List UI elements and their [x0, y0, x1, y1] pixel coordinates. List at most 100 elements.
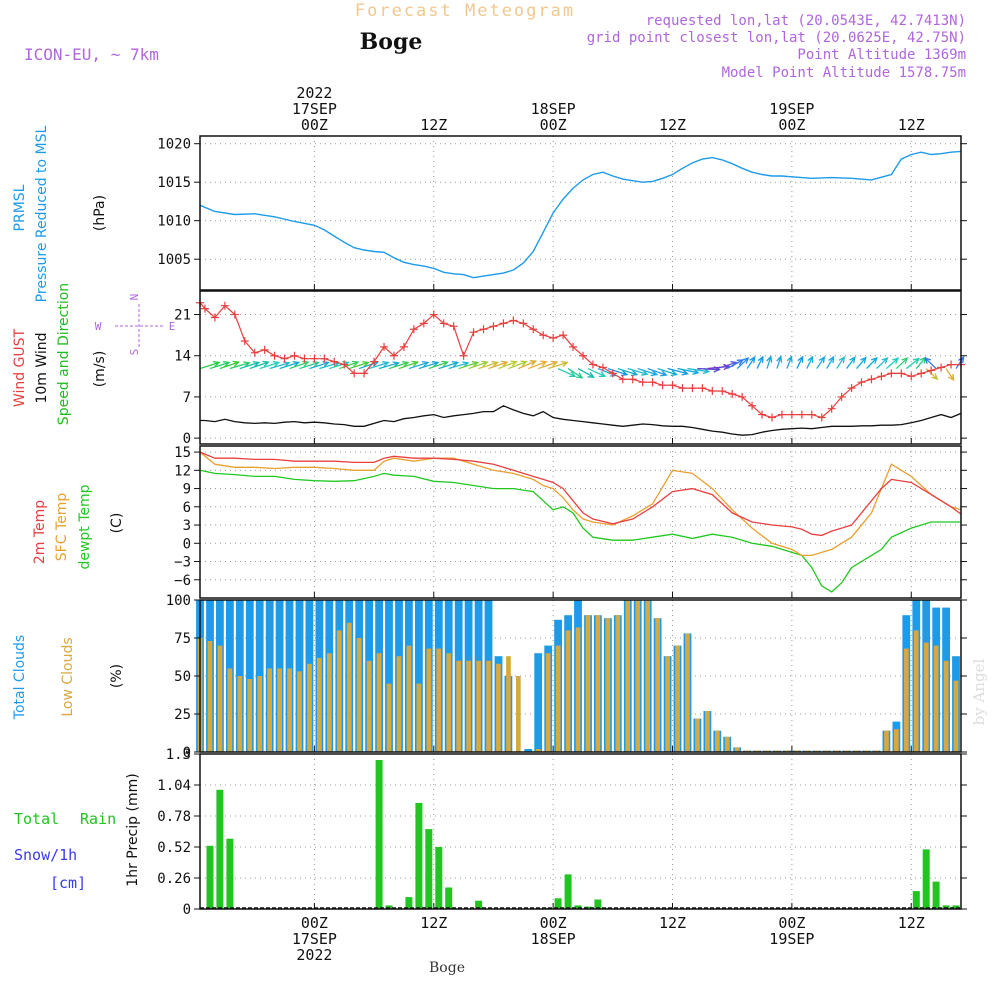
low-cloud-bar — [317, 657, 322, 752]
wind-arrow-head — [392, 361, 400, 368]
wind-arrow-head — [598, 371, 607, 378]
wind-arrow — [607, 367, 628, 376]
wind-arrow — [538, 361, 558, 370]
gust-marker — [947, 360, 956, 369]
time-label-bottom: 00Z — [778, 914, 805, 932]
wind-arrow — [816, 356, 825, 369]
cloud-unit: (%) — [109, 664, 125, 688]
ytick-label: 0.26 — [157, 871, 191, 887]
wind-arrow — [846, 356, 856, 369]
time-label-bottom: 19SEP — [769, 930, 814, 948]
gust-marker — [240, 337, 249, 346]
wind-arrow-head — [660, 370, 668, 377]
low-cloud-bar — [953, 680, 959, 752]
low-clouds-label: Low Clouds — [60, 637, 76, 716]
wind-arrow-head — [924, 357, 931, 364]
gust-marker — [499, 319, 508, 328]
ytick-label: −6 — [174, 573, 191, 589]
wind-arrow-head — [670, 370, 679, 377]
low-cloud-bar — [207, 641, 213, 752]
gust-marker — [758, 410, 767, 419]
wind-arrow-head — [587, 371, 595, 378]
gust-marker — [817, 413, 826, 422]
gust-marker — [320, 354, 329, 363]
wind-arrow-head — [901, 357, 909, 364]
temp2m-label: 2m Temp — [32, 500, 48, 564]
gust-marker — [927, 366, 936, 375]
wind-arrow-head — [481, 360, 489, 367]
gust-marker — [588, 360, 597, 369]
wind-arrow — [647, 367, 667, 376]
low-cloud-bar — [715, 730, 720, 752]
gust-marker — [728, 389, 737, 398]
gust-marker — [738, 392, 747, 401]
dewpt-label: dewpt Temp — [77, 484, 93, 569]
precip-bar — [206, 845, 214, 909]
wind-arrow-head — [892, 357, 900, 365]
wind-arrow — [528, 361, 547, 370]
low-cloud-bar — [436, 648, 442, 752]
gust-marker — [230, 310, 239, 319]
wind-arrow — [766, 356, 772, 369]
wind-arrow-head — [462, 361, 470, 368]
ytick-label: 0.52 — [157, 840, 191, 856]
gust-marker — [300, 354, 309, 363]
wind-arrow-head — [451, 361, 460, 368]
wind-arrow — [577, 367, 594, 378]
wind-arrow — [637, 367, 657, 376]
wind-arrow — [945, 368, 955, 381]
wind-arrow — [438, 361, 458, 370]
gust-marker — [658, 381, 667, 390]
low-cloud-bar — [476, 660, 481, 752]
wind-arrow — [796, 356, 804, 369]
wind-arrow — [279, 361, 299, 370]
wind-arrow-head — [630, 370, 639, 377]
ytick-label: 9 — [183, 482, 191, 498]
gust-marker — [220, 301, 229, 310]
wind-arrow — [259, 361, 279, 370]
gust-marker — [837, 392, 846, 401]
low-cloud-bar — [396, 656, 402, 752]
precip-axis-label: 1hr Precip (mm) — [125, 773, 141, 886]
time-label-top: 12Z — [659, 116, 686, 134]
gust-marker — [200, 304, 209, 313]
time-label-bottom: 12Z — [898, 914, 925, 932]
wind-arrow — [229, 362, 250, 370]
wind-arrow — [875, 357, 888, 370]
gust-marker — [210, 313, 219, 322]
gust-marker — [688, 384, 697, 393]
precip-cm-label: [cm] — [50, 874, 86, 892]
gust-marker — [459, 351, 468, 360]
precip-bar — [594, 899, 602, 909]
total-cloud-bar — [245, 600, 254, 752]
low-cloud-bar — [376, 653, 382, 752]
gust-marker — [777, 410, 786, 419]
gust-marker — [678, 384, 687, 393]
low-cloud-bar — [605, 618, 611, 752]
precip-bar — [475, 900, 483, 909]
wind-arrow — [726, 359, 744, 370]
compass-n: N — [128, 294, 141, 301]
series-line — [199, 150, 962, 279]
low-cloud-bar — [386, 683, 392, 752]
low-cloud-bar — [267, 668, 272, 752]
wind-arrow — [587, 367, 606, 377]
ytick-label: 0.78 — [157, 809, 191, 825]
wind-arrow — [289, 361, 309, 370]
gust-marker — [449, 322, 458, 331]
wind-arrow — [368, 361, 389, 370]
precip-bar — [564, 874, 572, 909]
ytick-label: 7 — [183, 390, 191, 406]
gust-marker — [549, 334, 558, 343]
wind-arrow-head — [776, 355, 783, 363]
ytick-label: 0 — [183, 536, 191, 552]
wind-arrow — [388, 361, 409, 370]
wind-arrow — [239, 361, 260, 370]
ytick-label: 14 — [174, 349, 191, 365]
wind-arrow-head — [510, 360, 518, 367]
wind-arrow — [339, 361, 359, 370]
wind-arrow-head — [948, 373, 955, 382]
gust-marker — [887, 369, 896, 378]
precip-snow-label: Snow/1h — [14, 846, 77, 864]
